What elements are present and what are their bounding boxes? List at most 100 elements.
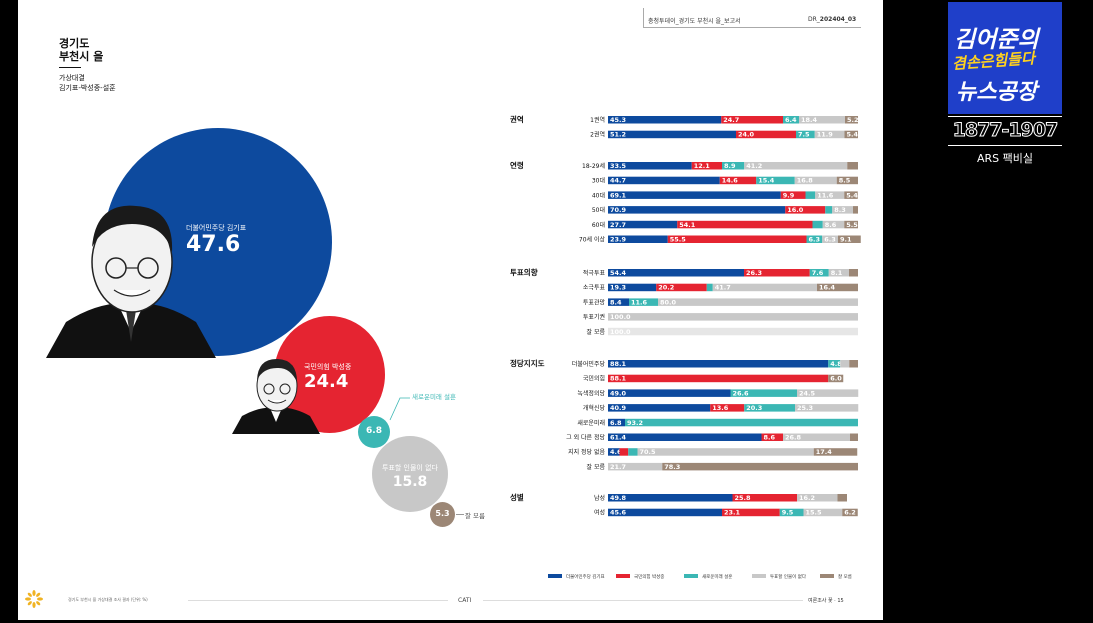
segment-value: 54.1 — [679, 221, 696, 229]
bar-segment — [619, 448, 629, 456]
legend-label: 더불어민주당 김기표 — [566, 573, 605, 580]
segment-value: 21.7 — [610, 463, 626, 471]
footer-center: CATI — [458, 597, 472, 604]
segment-value: 23.1 — [724, 509, 741, 517]
bar-segment — [712, 283, 817, 292]
group-label: 정당지지도 — [510, 358, 545, 368]
stacked-bar-chart: 권역 1권역 45.3 24.7 6.4 18.4 5.2 2권역 51.2 24.0 7.5 11.… — [510, 114, 861, 580]
segment-value: 5.4 — [846, 191, 858, 199]
bar-segment — [803, 508, 843, 517]
bar-segment — [817, 283, 858, 292]
segment-value: 61.4 — [610, 434, 627, 442]
bar-segment — [844, 191, 858, 199]
bar-segment — [722, 162, 745, 170]
bar-segment — [662, 462, 858, 471]
segment-value: 54.4 — [610, 269, 627, 277]
header-divider — [643, 8, 644, 28]
bar-segment — [828, 269, 849, 277]
segment-value: 27.7 — [610, 221, 626, 229]
footer-note: 경기도 부천시 을 가상대결 조사 결과 (단위: %) — [68, 597, 148, 602]
bar-segment — [608, 462, 663, 471]
bar-segment — [608, 298, 629, 306]
segment-value: 78.3 — [664, 463, 680, 471]
bar-segment — [608, 374, 829, 383]
legend-swatch — [548, 574, 562, 578]
news-factory-logo: 김어준의 겸손은힘들다 뉴스공장 — [948, 2, 1062, 114]
segment-value: 8.6 — [764, 434, 776, 442]
segment-value: 51.2 — [610, 131, 626, 139]
bar-segment — [608, 508, 722, 517]
group-label: 연령 — [510, 160, 524, 170]
segment-value: 55.5 — [670, 236, 687, 244]
row-label: 60대 — [592, 221, 605, 229]
seol-callout-label: 새로운미래 설훈 — [412, 393, 456, 401]
report-page: 충청투데이_경기도 부천시 을_보고서 DR_202404_03 경기도 부천시… — [18, 0, 883, 620]
segment-value: 100.0 — [610, 328, 631, 336]
bar-segment — [706, 283, 713, 292]
title-underline — [59, 67, 81, 68]
segment-value: 14.6 — [722, 177, 739, 185]
segment-value: 26.3 — [746, 269, 762, 277]
group-label: 투표의향 — [510, 267, 538, 277]
bar-segment — [850, 433, 858, 441]
segment-value: 41.2 — [746, 162, 762, 170]
segment-value: 49.8 — [610, 494, 627, 502]
segment-value: 6.2 — [844, 509, 856, 517]
bar-segment — [677, 220, 813, 229]
bar-segment — [637, 448, 814, 456]
segment-value: 6.4 — [785, 116, 797, 124]
row-label: 더불어민주당 — [572, 360, 606, 368]
row-label: 30대 — [592, 177, 605, 185]
segment-value: 5.2 — [847, 116, 859, 124]
segment-value: 11.6 — [817, 191, 834, 199]
segment-value: 7.6 — [812, 269, 824, 277]
bar-segment — [744, 269, 810, 277]
legend-label: 국민의힘 박성중 — [634, 573, 664, 580]
row-label: 2권역 — [590, 131, 605, 139]
bar-segment — [822, 235, 838, 243]
bubble-seol: 6.8 — [358, 416, 390, 448]
row-label: 70세 이상 — [579, 236, 606, 244]
bar-segment — [842, 508, 858, 517]
bar-segment — [721, 116, 783, 124]
bar-segment — [608, 313, 858, 321]
segment-value: 6.0 — [830, 375, 842, 383]
segment-value: 80.0 — [660, 298, 677, 306]
segment-value: 9.5 — [782, 509, 794, 517]
segment-value: 8.6 — [825, 221, 837, 229]
bar-segment — [845, 116, 858, 124]
segment-value: 69.1 — [610, 191, 627, 199]
segment-value: 70.5 — [640, 448, 657, 456]
segment-value: 6.3 — [824, 236, 836, 244]
segment-value: 13.6 — [712, 404, 729, 412]
segment-value: 33.5 — [610, 162, 627, 170]
segment-value: 9.9 — [783, 191, 795, 199]
phone-range: 1877-1907 — [952, 119, 1059, 142]
header-rule — [643, 27, 861, 28]
bar-segment — [608, 327, 858, 336]
bar-segment — [608, 191, 781, 199]
doc-title: 충청투데이_경기도 부천시 을_보고서 — [648, 18, 741, 25]
seol-callout-line — [389, 397, 410, 421]
segment-value: 40.9 — [610, 404, 627, 412]
bar-segment — [608, 206, 786, 214]
segment-value: 11.9 — [817, 131, 834, 139]
ars-label: ARS 팩비실 — [976, 152, 1033, 165]
matchup-subtitle: 가상대결 김기표-박성중-설훈 — [59, 74, 116, 92]
row-label: 새로운미래 — [577, 419, 605, 427]
segment-value: 6.3 — [809, 236, 821, 244]
unsure-callout-label: 잘 모름 — [465, 512, 486, 520]
legend-swatch — [684, 574, 698, 578]
segment-value: 93.2 — [627, 419, 643, 427]
bar-segment — [795, 404, 859, 412]
bar-segment — [667, 235, 807, 243]
segment-value: 88.1 — [610, 375, 627, 383]
bar-segment — [825, 206, 833, 214]
row-label: 적극투표 — [583, 270, 606, 277]
bubble-none-label: 투표할 인물이 없다 — [382, 464, 438, 472]
segment-value: 16.8 — [797, 177, 814, 185]
bar-segment — [828, 360, 841, 368]
legend-label: 잘 모름 — [838, 573, 852, 580]
group-label: 성별 — [510, 492, 524, 502]
